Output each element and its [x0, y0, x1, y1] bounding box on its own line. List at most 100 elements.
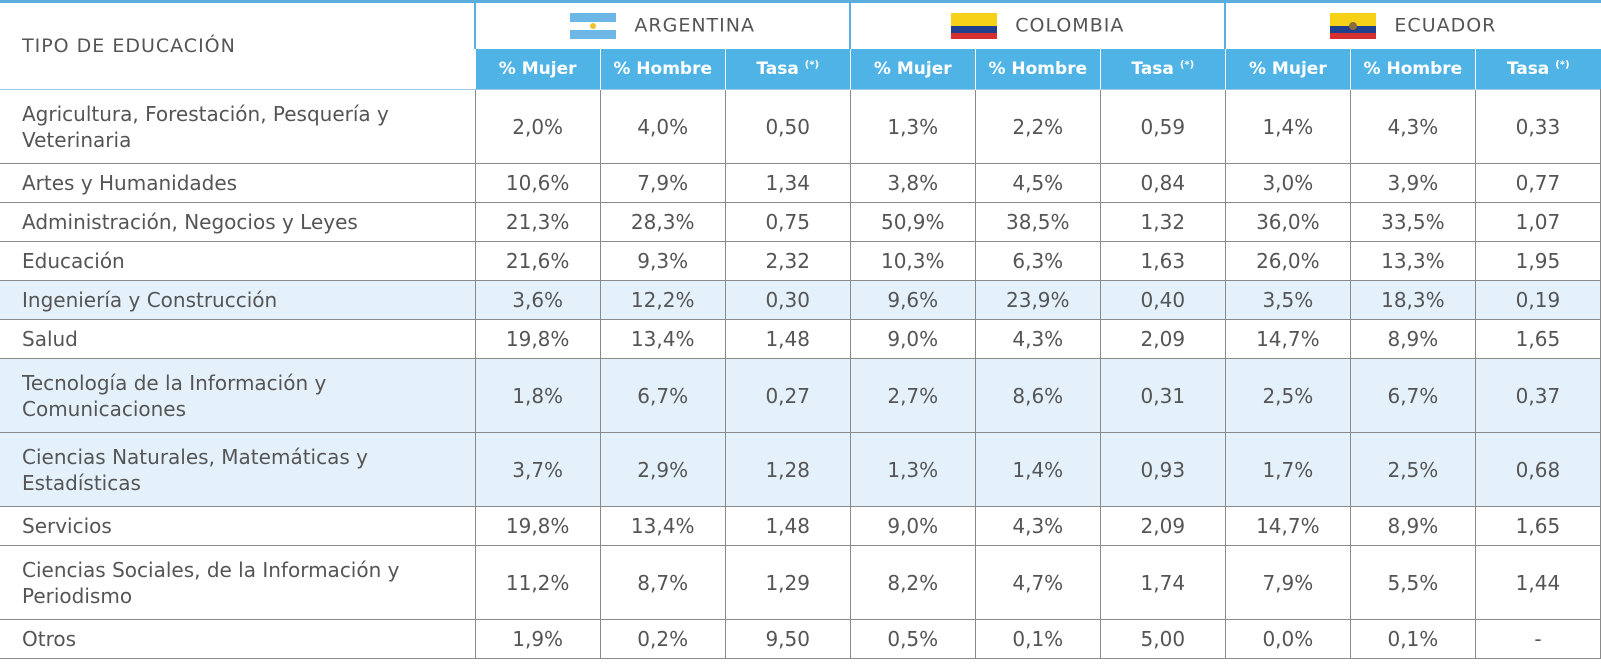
- row-label: Tecnología de la Información y Comunicac…: [0, 358, 476, 433]
- table-cell: 1,95: [1474, 241, 1601, 281]
- column-header: Tasa (*): [724, 49, 851, 90]
- table-cell: 0,1%: [974, 619, 1101, 659]
- country-header: ARGENTINA: [474, 0, 851, 49]
- table-cell: 1,34: [724, 163, 851, 203]
- table-cell: 6,7%: [599, 358, 726, 433]
- table-cell: 0,1%: [1349, 619, 1476, 659]
- row-label: Otros: [0, 619, 476, 659]
- row-label: Agricultura, Forestación, Pesquería y Ve…: [0, 89, 476, 164]
- table-cell: 1,9%: [474, 619, 601, 659]
- table-cell: 4,3%: [1349, 89, 1476, 164]
- column-label: Tasa: [756, 59, 799, 79]
- table-cell: 1,07: [1474, 202, 1601, 242]
- table-cell: 0,5%: [849, 619, 976, 659]
- row-label: Educación: [0, 241, 476, 281]
- column-header: % Mujer: [474, 49, 601, 90]
- table-cell: 2,0%: [474, 89, 601, 164]
- table-cell: 1,29: [724, 545, 851, 620]
- table-cell: 36,0%: [1224, 202, 1351, 242]
- column-header: % Hombre: [599, 49, 726, 90]
- table-cell: 26,0%: [1224, 241, 1351, 281]
- table-cell: 1,63: [1099, 241, 1226, 281]
- column-header: % Hombre: [974, 49, 1101, 90]
- column-label: % Hombre: [1363, 59, 1463, 79]
- table-row: Ciencias Naturales, Matemáticas y Estadí…: [0, 432, 1601, 507]
- table-cell: 1,4%: [1224, 89, 1351, 164]
- table-row: Agricultura, Forestación, Pesquería y Ve…: [0, 89, 1601, 164]
- table-row: Artes y Humanidades 10,6% 7,9% 1,34 3,8% 4,5%…: [0, 163, 1601, 203]
- column-label: % Mujer: [1248, 59, 1327, 79]
- table-cell: 11,2%: [474, 545, 601, 620]
- row-label: Ingeniería y Construcción: [0, 280, 476, 320]
- table-cell: 19,8%: [474, 319, 601, 359]
- table-cell: 0,40: [1099, 280, 1226, 320]
- table-cell: 4,7%: [974, 545, 1101, 620]
- country-name: ECUADOR: [1394, 14, 1497, 37]
- column-header: % Mujer: [849, 49, 976, 90]
- table-cell: 9,6%: [849, 280, 976, 320]
- table-row: Servicios 19,8% 13,4% 1,48 9,0% 4,3% 2,09 14,7%…: [0, 506, 1601, 546]
- table-cell: 0,0%: [1224, 619, 1351, 659]
- table-cell: 9,0%: [849, 319, 976, 359]
- table-cell: 3,9%: [1349, 163, 1476, 203]
- table-row: Otros 1,9% 0,2% 9,50 0,5% 0,1% 5,00 0,0% 0,1% -: [0, 619, 1601, 659]
- table-cell: 1,8%: [474, 358, 601, 433]
- row-label: Artes y Humanidades: [0, 163, 476, 203]
- row-label: Administración, Negocios y Leyes: [0, 202, 476, 242]
- table-cell: 1,7%: [1224, 432, 1351, 507]
- table-cell: 23,9%: [974, 280, 1101, 320]
- table-cell: 3,0%: [1224, 163, 1351, 203]
- table-cell: 2,5%: [1349, 432, 1476, 507]
- table-cell: 14,7%: [1224, 506, 1351, 546]
- row-label: Servicios: [0, 506, 476, 546]
- table-row: Ingeniería y Construcción 3,6% 12,2% 0,30 9,…: [0, 280, 1601, 320]
- table-cell: 3,8%: [849, 163, 976, 203]
- table-cell: 33,5%: [1349, 202, 1476, 242]
- column-header: Tasa (*): [1474, 49, 1601, 90]
- table-row: Salud 19,8% 13,4% 1,48 9,0% 4,3% 2,09 14,7% 8,9%…: [0, 319, 1601, 359]
- table-cell: 2,09: [1099, 506, 1226, 546]
- row-label: Ciencias Naturales, Matemáticas y Estadí…: [0, 432, 476, 507]
- table-cell: 8,9%: [1349, 506, 1476, 546]
- table-cell: 7,9%: [599, 163, 726, 203]
- column-header: Tasa (*): [1099, 49, 1226, 90]
- table-cell: 0,30: [724, 280, 851, 320]
- table-title: TIPO DE EDUCACIÓN: [0, 0, 476, 90]
- table-cell: 6,7%: [1349, 358, 1476, 433]
- table-cell: 1,4%: [974, 432, 1101, 507]
- table-cell: 3,6%: [474, 280, 601, 320]
- column-note: (*): [804, 59, 820, 71]
- column-label: Tasa: [1506, 59, 1550, 79]
- table-cell: 6,3%: [974, 241, 1101, 281]
- table-cell: 5,5%: [1349, 545, 1476, 620]
- table-cell: 1,32: [1099, 202, 1226, 242]
- table-cell: 0,33: [1474, 89, 1601, 164]
- table-cell: 0,31: [1099, 358, 1226, 433]
- table-cell: 1,3%: [849, 432, 976, 507]
- table-cell: 3,5%: [1224, 280, 1351, 320]
- table-cell: 4,3%: [974, 319, 1101, 359]
- table-cell: 2,7%: [849, 358, 976, 433]
- table-cell: 1,3%: [849, 89, 976, 164]
- row-label: Salud: [0, 319, 476, 359]
- table-cell: 2,32: [724, 241, 851, 281]
- table-body: Agricultura, Forestación, Pesquería y Ve…: [0, 89, 1601, 659]
- subheader-row: % Mujer % Hombre Tasa (*) % Mujer % Hombre Ta…: [0, 49, 1601, 90]
- table-cell: 1,28: [724, 432, 851, 507]
- table-cell: -: [1474, 619, 1601, 659]
- table-cell: 8,9%: [1349, 319, 1476, 359]
- table-cell: 4,0%: [599, 89, 726, 164]
- table-cell: 13,3%: [1349, 241, 1476, 281]
- column-label: % Hombre: [988, 59, 1088, 79]
- table-cell: 4,3%: [974, 506, 1101, 546]
- table-cell: 9,3%: [599, 241, 726, 281]
- table-cell: 2,09: [1099, 319, 1226, 359]
- table-cell: 9,0%: [849, 506, 976, 546]
- table-cell: 0,2%: [599, 619, 726, 659]
- table-cell: 9,50: [724, 619, 851, 659]
- table-cell: 14,7%: [1224, 319, 1351, 359]
- flag-colombia: [951, 13, 998, 39]
- table-cell: 12,2%: [599, 280, 726, 320]
- table-cell: 0,77: [1474, 163, 1601, 203]
- table-cell: 18,3%: [1349, 280, 1476, 320]
